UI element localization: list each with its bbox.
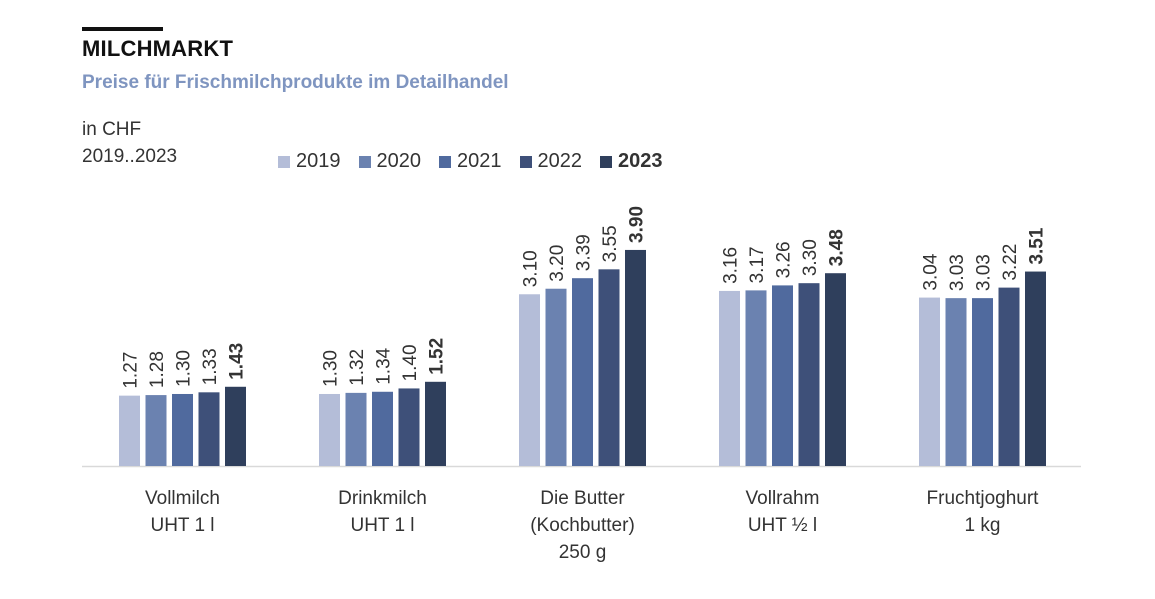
bar-2023-0 xyxy=(225,386,246,466)
category-label: UHT 1 l xyxy=(150,515,214,536)
data-label: 3.17 xyxy=(747,246,768,283)
data-label: 3.30 xyxy=(800,239,821,276)
data-label: 1.52 xyxy=(427,338,448,375)
data-label: 1.30 xyxy=(321,350,342,387)
data-label: 3.16 xyxy=(721,247,742,284)
category-label: Drinkmilch xyxy=(338,488,427,509)
bar-2021-1 xyxy=(372,391,393,466)
unit-currency: in CHF xyxy=(82,119,142,140)
bar-2020-0 xyxy=(145,395,167,466)
bar-2021-2 xyxy=(572,278,593,466)
bar-2019-0 xyxy=(119,395,140,466)
legend-item-2021: 2021 xyxy=(439,150,502,173)
data-label: 1.30 xyxy=(174,350,195,387)
bar-2019-4 xyxy=(919,297,940,466)
bar-2019-1 xyxy=(319,393,340,466)
chart-title: MILCHMARKT xyxy=(82,36,234,61)
category-label: 1 kg xyxy=(965,515,1001,536)
bar-2020-3 xyxy=(745,290,767,466)
category-label: Vollrahm xyxy=(746,488,820,509)
bar-2020-1 xyxy=(345,392,367,466)
legend-label: 2023 xyxy=(618,150,663,172)
data-label: 3.55 xyxy=(600,225,621,262)
legend-item-2023: 2023 xyxy=(600,150,663,173)
category-label: (Kochbutter) xyxy=(530,515,635,536)
data-label: 1.40 xyxy=(400,344,421,381)
bar-2023-1 xyxy=(425,381,446,466)
bar-2019-3 xyxy=(719,290,740,466)
bar-2021-3 xyxy=(772,285,793,466)
data-label: 3.10 xyxy=(521,250,542,287)
legend-label: 2020 xyxy=(376,150,422,172)
legend: 2019 2020 2021 2022 2023 xyxy=(278,150,663,173)
data-label: 1.32 xyxy=(347,349,368,386)
bar-2022-3 xyxy=(798,283,820,466)
legend-swatch xyxy=(278,155,290,168)
legend-item-2022: 2022 xyxy=(519,150,583,173)
bar-2023-3 xyxy=(825,273,846,466)
category-label: Fruchtjoghurt xyxy=(927,488,1040,509)
legend-label: 2019 xyxy=(296,150,341,172)
category-label: Vollmilch xyxy=(145,488,220,509)
data-label: 3.90 xyxy=(627,206,648,243)
data-label: 3.26 xyxy=(774,241,795,278)
legend-swatch xyxy=(600,155,612,168)
bar-2019-2 xyxy=(519,294,540,466)
data-label: 3.39 xyxy=(574,234,595,271)
data-label: 3.20 xyxy=(547,245,568,282)
data-label: 3.03 xyxy=(947,254,968,291)
category-label: Die Butter xyxy=(540,488,625,509)
legend-label: 2022 xyxy=(537,150,583,172)
bar-2021-4 xyxy=(972,298,993,466)
bar-2022-2 xyxy=(598,269,620,466)
data-label: 1.28 xyxy=(147,351,168,388)
legend-item-2019: 2019 xyxy=(278,150,341,173)
legend-item-2020: 2020 xyxy=(358,150,422,173)
legend-swatch xyxy=(358,155,371,168)
data-label: 3.04 xyxy=(921,253,942,290)
bar-2022-4 xyxy=(998,287,1020,466)
bar-2023-2 xyxy=(625,249,646,466)
bar-2021-0 xyxy=(172,393,193,466)
bar-2023-4 xyxy=(1025,271,1046,466)
data-label: 1.27 xyxy=(121,352,142,389)
chart-subtitle: Preise für Frischmilchprodukte im Detail… xyxy=(82,72,509,93)
category-label: UHT 1 l xyxy=(350,515,414,536)
category-label: 250 g xyxy=(559,542,607,563)
bar-2020-2 xyxy=(545,288,567,466)
legend-label: 2021 xyxy=(457,150,502,172)
unit-label: in CHF 2019..2023 xyxy=(82,116,177,170)
data-label: 3.51 xyxy=(1027,227,1048,264)
title-rule xyxy=(82,27,163,31)
data-label: 3.03 xyxy=(974,254,995,291)
legend-swatch xyxy=(439,155,451,168)
bar-2022-0 xyxy=(198,392,220,466)
legend-swatch xyxy=(519,155,532,168)
bar-2020-4 xyxy=(945,298,967,466)
unit-period: 2019..2023 xyxy=(82,146,178,167)
category-label: UHT ½ l xyxy=(748,515,817,536)
data-label: 1.43 xyxy=(227,343,248,380)
bar-2022-1 xyxy=(398,388,420,466)
data-label: 1.33 xyxy=(200,348,221,385)
data-label: 1.34 xyxy=(374,347,395,384)
data-label: 3.22 xyxy=(1000,244,1021,281)
data-label: 3.48 xyxy=(827,229,848,266)
